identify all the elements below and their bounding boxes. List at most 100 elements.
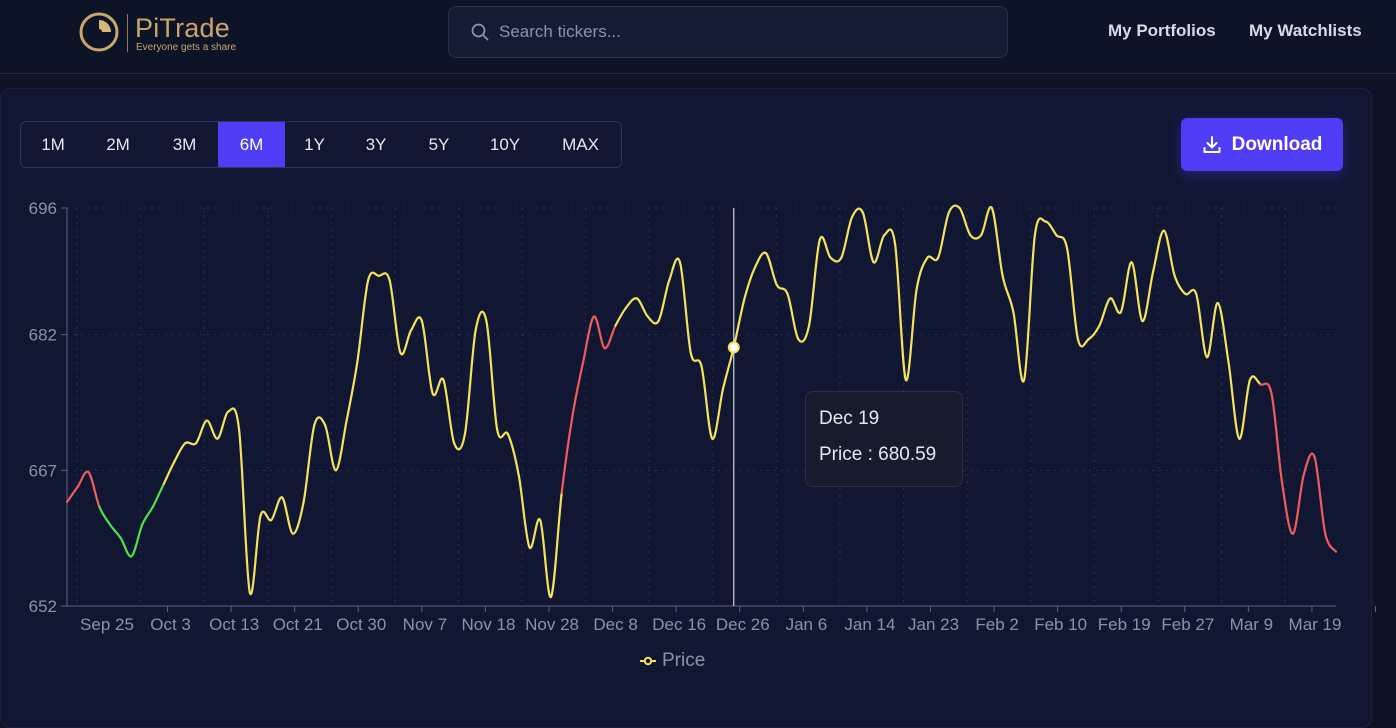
range-2m-button[interactable]: 2M [106,135,130,154]
legend-series-icon [640,656,656,666]
tooltip-date: Dec 19 [819,408,880,429]
brand-tagline: Everyone gets a share [136,42,237,53]
price-tooltip: Dec 19 Price : 680.59 [805,391,963,487]
price-line-segment [237,428,251,594]
price-line-segment [668,257,682,282]
price-line-segment [915,256,929,291]
x-tick-label: Jan 6 [786,615,828,634]
price-line-segment [528,518,542,549]
range-5y-button[interactable]: 5Y [428,135,450,154]
price-line-segment [754,251,768,268]
nav-my-watchlists[interactable]: My Watchlists [1249,21,1362,40]
price-line-segment [151,482,165,508]
price-line-segment [216,410,230,440]
price-line-segment [1291,473,1305,535]
y-tick-label: 652 [29,597,57,616]
price-line-segment [108,523,122,540]
x-tick-label: Feb 2 [975,615,1018,634]
price-line-segment [98,505,112,526]
price-line-segment [614,306,628,327]
price-line-segment [818,235,832,259]
price-line-segment [130,523,144,558]
price-line-segment [420,319,434,395]
search-input[interactable] [499,7,989,57]
price-line-segment [1281,482,1295,535]
price-line-segment [1033,217,1047,237]
price-line-segment [313,416,327,427]
price-line-segment [840,215,854,259]
price-line-segment [1238,378,1252,440]
price-line-segment [1076,338,1090,348]
range-max-button[interactable]: MAX [562,135,599,154]
price-line-segment [1098,297,1112,327]
price-line-segment [1066,247,1079,341]
range-1m-button[interactable]: 1M [41,135,65,154]
legend-series-label: Price [662,650,706,671]
price-line-segment [872,234,886,264]
price-line-segment [1324,532,1338,553]
price-line-segment [496,428,510,439]
price-line-segment [807,238,821,327]
price-line-segment [980,205,993,237]
range-3y-button[interactable]: 3Y [365,135,387,154]
time-range-selector: 1M 2M 3M 6M 1Y 3Y 5Y 10Y MAX [20,121,622,168]
nav-my-portfolios[interactable]: My Portfolios [1108,21,1216,40]
hover-point [727,341,740,354]
price-line-segment [904,288,918,382]
search-icon [471,23,489,41]
price-line-segment [399,329,413,356]
price-line-segment [184,441,198,446]
price-line-segment [1173,274,1187,296]
price-line-segment [1087,324,1101,341]
price-line-segment [1044,220,1058,237]
download-icon [1203,135,1221,153]
price-line-segment [474,310,488,332]
price-line-segment [1205,301,1219,359]
pitrade-logo-icon [79,12,119,52]
price-line-chart[interactable]: 652 667 682 696 Sep 25 Oct 3 Oct 13 Oct 21 Oct … [0,190,1396,650]
price-line-segment [743,265,757,300]
x-tick-label: Dec 8 [593,615,637,634]
price-line-segment [1130,261,1144,323]
download-button[interactable]: Download [1181,118,1343,171]
price-line-segment [291,500,305,535]
price-line-segment [442,378,456,445]
x-tick-label: Nov 28 [525,615,579,634]
price-line-segment [1184,288,1198,296]
price-series-line [65,204,1338,599]
price-line-segment [463,329,477,436]
price-line-segment [947,204,961,214]
price-line-segment [786,292,800,341]
price-line-segment [560,414,574,495]
price-line-segment [678,261,692,354]
x-tick-label: Sep 25 [80,615,134,634]
price-line-segment [517,473,531,549]
chart-axes [66,208,1336,607]
price-line-segment [549,491,563,599]
range-10y-button[interactable]: 10Y [489,135,521,154]
ticker-search-box[interactable] [448,6,1008,58]
price-line-segment [280,496,294,535]
price-line-segment [990,206,1004,277]
price-line-segment [700,365,714,440]
y-tick-label: 667 [29,461,57,480]
chart-legend[interactable]: Price [640,648,705,674]
price-line-segment [711,387,725,440]
download-label: Download [1231,133,1323,155]
range-3m-button[interactable]: 3M [172,135,197,154]
range-6m-button[interactable]: 6M [218,122,285,167]
range-1y-button[interactable]: 1Y [304,135,325,154]
pitrade-logo[interactable]: PiTrade Everyone gets a share [78,10,248,58]
x-tick-label: Jan 23 [908,615,959,634]
price-line-segment [775,283,789,296]
x-tick-label: Feb 10 [1034,615,1087,634]
price-line-segment [65,485,79,504]
price-line-segment [324,423,337,472]
price-line-segment [119,537,133,558]
x-tick-label: Oct 3 [150,615,191,634]
logo-divider [127,14,128,52]
x-tick-label: Dec 26 [716,615,770,634]
price-line-segment [732,297,746,349]
price-line-segment [410,316,423,332]
price-line-segment [571,360,585,418]
